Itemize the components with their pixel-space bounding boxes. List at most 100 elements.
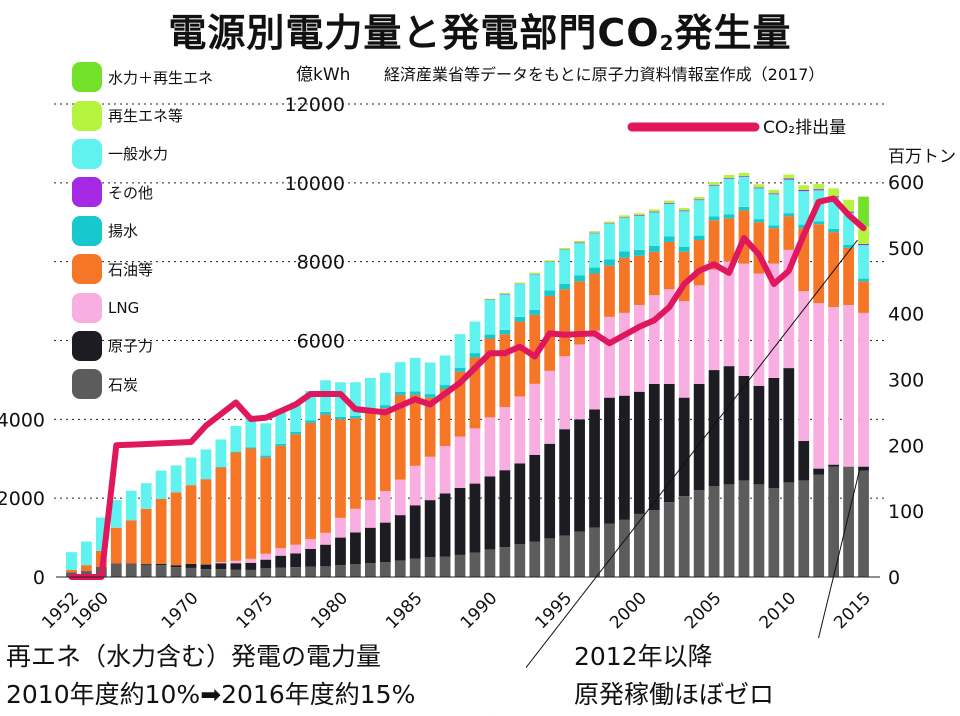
bar-segment (693, 239, 705, 286)
bar-stack-1996 (574, 240, 585, 577)
bar-segment (66, 569, 77, 573)
bar-segment (544, 370, 556, 444)
bar-segment (320, 544, 331, 567)
bar-segment (589, 273, 600, 331)
bar-segment (738, 176, 750, 177)
bar-segment (843, 212, 854, 245)
x-tick-label: 1975 (233, 588, 278, 633)
bar-segment (648, 245, 660, 252)
y-right-tick-label: 200 (888, 435, 924, 457)
bar-segment (125, 563, 137, 577)
bar-segment (723, 178, 735, 215)
bar-segment (693, 200, 705, 236)
bar-segment (469, 428, 481, 484)
bar-segment (738, 172, 750, 177)
bar-segment (678, 246, 690, 252)
bar-segment (768, 263, 780, 378)
bar-segment (290, 553, 302, 568)
bar-segment (335, 517, 346, 538)
bar-segment (110, 500, 122, 528)
bar-segment (828, 228, 840, 233)
bar-segment (604, 259, 615, 266)
bar-stack-1984 (394, 362, 406, 577)
bar-segment (469, 483, 481, 553)
bar-segment (529, 541, 541, 577)
bar-segment (693, 490, 705, 577)
bar-segment (185, 567, 197, 577)
bar-segment (753, 222, 765, 274)
bar-segment (559, 429, 571, 536)
co2-emission-line (68, 195, 867, 580)
bar-segment (753, 273, 765, 386)
bar-segment (260, 423, 272, 456)
bar-segment (305, 390, 316, 421)
bar-stack-2011 (798, 185, 810, 577)
bar-segment (394, 391, 406, 395)
y-left-tick-label: 0 (33, 567, 45, 589)
y-right-tick-label: 300 (888, 370, 924, 392)
bar-segment (499, 329, 511, 335)
bar-stack-2007 (738, 172, 750, 577)
bar-segment (798, 480, 810, 577)
bar-segment (394, 479, 406, 516)
bar-stack-1972 (215, 439, 227, 577)
bar-segment (275, 548, 287, 556)
bar-segment (828, 232, 840, 307)
bar-segment (619, 257, 630, 313)
bar-segment (768, 189, 780, 194)
bar-segment (200, 449, 212, 480)
x-tick-label: 1990 (457, 588, 502, 633)
bar-segment (648, 509, 660, 577)
bar-segment (708, 486, 720, 577)
bar-stack-1979 (320, 380, 331, 577)
y-left-tick-label: 8000 (297, 252, 345, 274)
y-left-tick-label: 10000 (285, 173, 345, 195)
bar-segment (574, 531, 585, 577)
bar-segment (783, 213, 795, 217)
bar-segment (469, 357, 481, 429)
bar-segment (693, 199, 705, 201)
bar-segment (813, 221, 825, 225)
bar-segment (335, 565, 346, 577)
bar-segment (663, 502, 675, 577)
bar-stack-1988 (454, 334, 466, 577)
legend-swatch (72, 292, 102, 323)
bar-stack-1990 (484, 298, 496, 577)
bar-segment (439, 556, 451, 577)
bar-stack-1967 (140, 483, 152, 577)
bar-segment (574, 275, 585, 282)
bar-segment (409, 394, 421, 466)
y-right-tick-label: 400 (888, 304, 924, 326)
bar-stack-1993 (529, 272, 541, 577)
bar-segment (81, 565, 92, 572)
bar-segment (499, 294, 511, 330)
bar-stack-1976 (275, 411, 287, 577)
x-tick-label: 1970 (158, 588, 203, 633)
bar-segment (200, 564, 212, 570)
bar-segment (424, 456, 436, 501)
bar-segment (798, 191, 810, 225)
bar-segment (454, 334, 466, 368)
bar-segment (290, 431, 302, 435)
bar-segment (110, 527, 122, 564)
bar-segment (708, 185, 720, 217)
bar-segment (813, 224, 825, 304)
bar-segment (350, 418, 361, 509)
bar-segment (275, 555, 287, 568)
bar-stack-2012 (813, 184, 825, 577)
bar-segment (843, 244, 854, 248)
y-right-tick-label: 0 (888, 567, 900, 589)
bar-segment (604, 223, 615, 260)
bar-segment (843, 305, 854, 467)
bar-segment (364, 413, 376, 501)
bar-segment (678, 211, 690, 247)
bar-segment (469, 552, 481, 577)
title-subscript: 2 (659, 31, 675, 55)
bar-segment (663, 203, 675, 237)
bar-segment (155, 498, 167, 564)
bar-segment (230, 452, 242, 561)
legend-label: その他 (108, 183, 154, 202)
bar-stack-2001 (648, 209, 660, 577)
bar-segment (828, 464, 840, 467)
